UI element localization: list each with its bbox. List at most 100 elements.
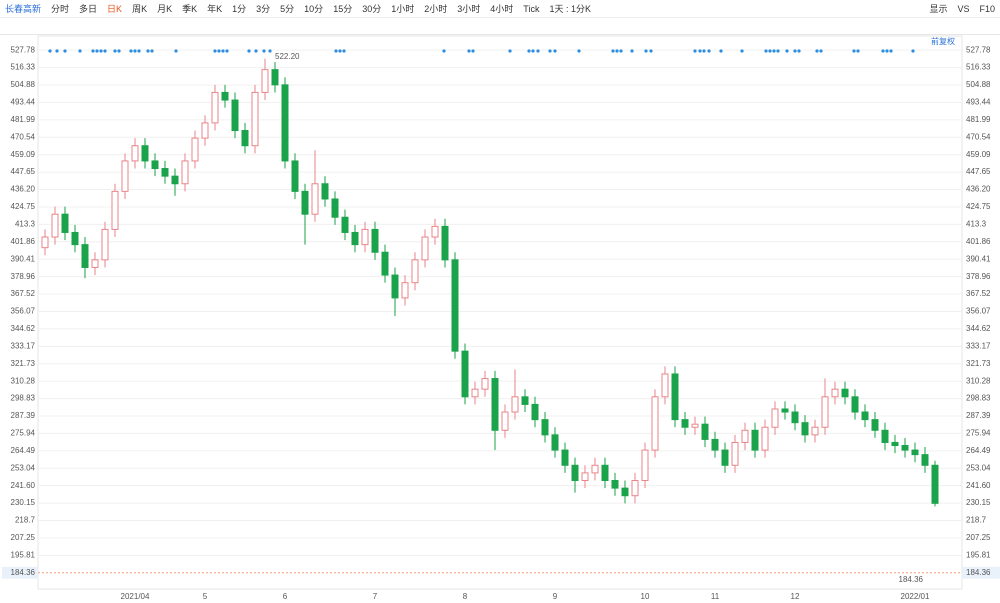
y-tick-label: 287.39: [11, 411, 36, 420]
y-tick-label-right: 195.81: [966, 550, 991, 559]
candle-body: [231, 99, 239, 131]
candle-body: [341, 216, 349, 233]
candle-body: [251, 91, 259, 147]
event-marker: [911, 49, 915, 53]
event-marker: [471, 49, 475, 53]
y-tick-label: 447.65: [11, 167, 36, 176]
candle-body: [751, 429, 759, 451]
candle-body: [911, 449, 919, 456]
y-tick-label: 356.07: [11, 307, 36, 316]
y-tick-label-right: 504.88: [966, 80, 991, 89]
last-price-label-right: 184.36: [966, 568, 991, 577]
candle-body: [851, 396, 859, 413]
event-marker: [793, 49, 797, 53]
candle-body: [211, 91, 219, 124]
candle-body: [931, 464, 939, 504]
event-marker: [548, 49, 552, 53]
candle-body: [271, 69, 279, 86]
candle-body: [641, 449, 649, 481]
event-marker: [797, 49, 801, 53]
candle-body: [741, 429, 749, 443]
y-tick-label-right: 207.25: [966, 533, 991, 542]
candle-body: [301, 190, 309, 215]
toolbar-item[interactable]: 多日: [79, 4, 98, 14]
last-price-box: [2, 566, 38, 579]
toolbar-item[interactable]: 3小时: [457, 4, 481, 14]
y-tick-label: 344.62: [11, 324, 36, 333]
toolbar-item[interactable]: 季K: [182, 4, 198, 14]
candle-body: [891, 441, 899, 446]
candle-body: [381, 251, 389, 276]
toolbar-item[interactable]: 1小时: [391, 4, 415, 14]
toolbar-item[interactable]: 2小时: [424, 4, 448, 14]
event-marker: [885, 49, 889, 53]
event-marker: [55, 49, 59, 53]
event-marker: [644, 49, 648, 53]
event-marker: [698, 49, 702, 53]
toolbar-item[interactable]: 30分: [362, 4, 382, 14]
y-tick-label: 310.28: [11, 376, 36, 385]
y-tick-label: 436.20: [11, 185, 36, 194]
toolbar-item[interactable]: 3分: [256, 4, 271, 14]
event-marker: [611, 49, 615, 53]
toolbar-item[interactable]: 月K: [157, 4, 173, 14]
toolbar-item[interactable]: 长春高新: [5, 4, 42, 14]
candle-body: [311, 183, 319, 215]
y-tick-label: 390.41: [11, 254, 36, 263]
y-tick-label: 275.94: [11, 429, 36, 438]
candle-body: [61, 213, 69, 233]
event-marker: [707, 49, 711, 53]
toolbar-item[interactable]: 1天 : 1分K: [549, 4, 591, 14]
toolbar-item[interactable]: 15分: [333, 4, 353, 14]
event-marker: [268, 49, 272, 53]
event-marker: [852, 49, 856, 53]
candle-body: [411, 259, 419, 284]
toolbar-item[interactable]: 年K: [207, 4, 223, 14]
x-tick-label: 5: [203, 592, 208, 601]
event-marker: [95, 49, 99, 53]
toolbar-item[interactable]: 1分: [232, 4, 247, 14]
candle-body: [621, 487, 629, 497]
candle-body: [581, 472, 589, 481]
event-marker: [174, 49, 178, 53]
event-marker: [536, 49, 540, 53]
candle-body: [291, 160, 299, 192]
y-tick-label-right: 287.39: [966, 411, 991, 420]
toolbar-item[interactable]: 10分: [304, 4, 324, 14]
event-marker: [150, 49, 154, 53]
candle-body: [161, 168, 169, 177]
toolbar-item[interactable]: 5分: [280, 4, 295, 14]
y-tick-label-right: 275.94: [966, 429, 991, 438]
candle-body: [331, 198, 339, 218]
x-tick-label: 10: [641, 592, 650, 601]
toolbar-item[interactable]: 分时: [51, 4, 70, 14]
candle-body: [511, 396, 519, 413]
toolbar-item[interactable]: 显示: [929, 4, 948, 14]
y-tick-label: 321.73: [11, 359, 36, 368]
x-tick-label: 9: [553, 592, 558, 601]
y-tick-label: 527.78: [11, 45, 36, 54]
y-tick-label-right: 310.28: [966, 376, 991, 385]
candle-body: [241, 130, 249, 147]
candle-body: [611, 480, 619, 489]
x-tick-label: 2021/04: [121, 592, 150, 601]
adjust-label[interactable]: 前复权: [931, 36, 955, 46]
event-marker: [881, 49, 885, 53]
candle-body: [681, 419, 689, 428]
toolbar-item[interactable]: F10: [979, 3, 995, 14]
plot-frame: [37, 35, 963, 590]
event-marker: [815, 49, 819, 53]
toolbar-item[interactable]: 4小时: [490, 4, 514, 14]
toolbar-item[interactable]: Tick: [523, 3, 540, 14]
candle-body: [841, 388, 849, 398]
y-tick-label: 207.25: [11, 533, 36, 542]
toolbar-item[interactable]: 周K: [132, 4, 148, 14]
y-tick-label-right: 493.44: [966, 98, 991, 107]
event-marker: [133, 49, 137, 53]
toolbar-item[interactable]: 日K: [107, 4, 123, 14]
event-marker: [103, 49, 107, 53]
event-marker: [342, 49, 346, 53]
toolbar-item[interactable]: VS: [957, 3, 970, 14]
last-price-box-right: [962, 566, 1000, 579]
